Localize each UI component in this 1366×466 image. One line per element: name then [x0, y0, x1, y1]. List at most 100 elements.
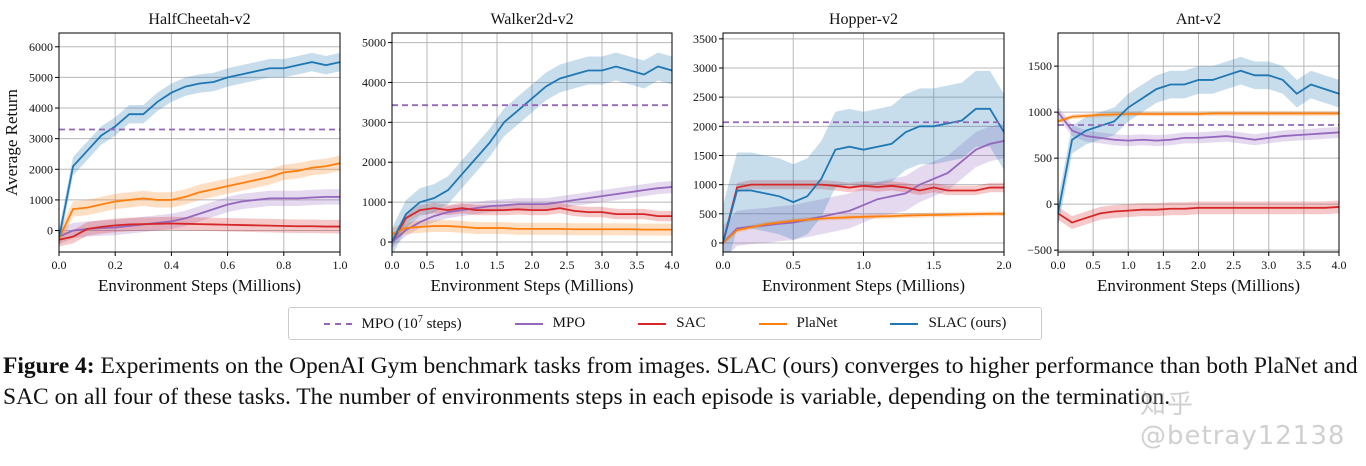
y-tick-label: 3500: [693, 32, 717, 46]
y-tick-label: 1500: [693, 148, 717, 162]
x-tick-label: 0.0: [1051, 258, 1066, 272]
y-tick-label: 3000: [362, 115, 386, 129]
subplot-ant-v2: 0.0 0.5 1.0 1.5 2.0 2.5 3.0 3.5 4.0 −500 0 500 1000 1…: [1027, 11, 1346, 295]
axes-frame: [1057, 32, 1340, 253]
y-tick-label: 1000: [693, 178, 717, 192]
legend-swatch: [758, 322, 787, 325]
y-tick-label: 0: [380, 235, 386, 249]
x-tick-label: 1.0: [455, 258, 470, 272]
subplot-halfcheetah-v2: 0.0 0.2 0.4 0.6 0.8 1.0 0 1000 2000 3000 4000 5000 6…: [2, 11, 348, 295]
band-slac: [1058, 56, 1339, 228]
y-tick-label: 5000: [362, 36, 386, 50]
x-tick-label: 1.5: [490, 258, 505, 272]
series-line-mpo: [1058, 111, 1339, 142]
x-axis-label: Environment Steps (Millions): [430, 276, 633, 295]
legend-label: PlaNet: [796, 315, 838, 331]
y-tick-label: 2000: [693, 119, 717, 133]
x-tick-label: 2.0: [1191, 258, 1206, 272]
axes-frame: [722, 32, 1005, 253]
band-sac: [392, 202, 672, 248]
subplot-title: Hopper-v2: [829, 11, 898, 28]
series-line-sac: [392, 207, 672, 243]
x-tick-label: 3.0: [1261, 258, 1276, 272]
watermark: 知乎 @betray12138: [1140, 390, 1346, 451]
subplot-walker2d-v2: 0.0 0.5 1.0 1.5 2.0 2.5 3.0 3.5 4.0 0 1000 2000 3000…: [362, 11, 680, 295]
plot-area: [392, 52, 672, 252]
band-slac: [59, 52, 340, 248]
x-axis-label: Environment Steps (Millions): [1097, 276, 1300, 295]
x-tick-label: 1.0: [856, 258, 871, 272]
x-tick-label: 0.0: [52, 258, 67, 272]
legend-swatch: [514, 322, 543, 325]
series-line-mpo: [723, 140, 1004, 244]
y-axis-label: Average Return: [2, 89, 21, 196]
x-tick-label: 2.5: [560, 258, 575, 272]
legend-item-sac: SAC: [638, 315, 705, 332]
legend-label: SAC: [676, 315, 706, 331]
axes-frame: [58, 32, 341, 253]
x-tick-label: 0.0: [385, 258, 400, 272]
x-tick-label: 1.5: [1156, 258, 1171, 272]
y-tick-label: 500: [699, 207, 717, 221]
caption-label: Figure 4:: [3, 353, 95, 379]
subplot-hopper-v2: 0.0 0.5 1.0 1.5 2.0 0 500 1000 1500 2000 2500 3000 3…: [693, 11, 1012, 295]
x-axis-label: Environment Steps (Millions): [98, 276, 301, 295]
legend-item-mpo-1e7: MPO (107 steps): [323, 314, 462, 333]
legend-item-slac: SLAC (ours): [890, 315, 1006, 332]
x-tick-label: 1.0: [333, 258, 348, 272]
band-sac: [723, 179, 1004, 248]
series-line-planet: [1058, 112, 1339, 123]
band-mpo: [392, 180, 672, 249]
subplot-title: Walker2d-v2: [490, 11, 573, 28]
band-planet: [392, 220, 672, 241]
y-tick-label: 0: [1046, 197, 1052, 211]
plot-area: [1058, 56, 1339, 229]
x-tick-label: 2.0: [525, 258, 540, 272]
series-line-sac: [1058, 206, 1339, 224]
band-slac: [723, 70, 1004, 252]
series-line-sac: [723, 183, 1004, 244]
x-tick-label: 1.5: [926, 258, 941, 272]
legend-item-planet: PlaNet: [758, 315, 838, 332]
x-tick-label: 4.0: [665, 258, 680, 272]
legend-item-mpo: MPO: [514, 315, 586, 332]
x-tick-label: 0.8: [276, 258, 291, 272]
band-mpo: [1058, 106, 1339, 147]
figure-caption: Figure 4: Experiments on the OpenAI Gym …: [3, 351, 1363, 413]
y-tick-label: 2000: [29, 162, 53, 176]
legend-swatch: [323, 322, 352, 325]
series-line-mpo: [392, 186, 672, 243]
y-tick-label: 4000: [29, 101, 53, 115]
series-line-sac: [59, 222, 340, 241]
x-tick-label: 0.5: [786, 258, 801, 272]
x-tick-label: 0.2: [108, 258, 123, 272]
x-axis-label: Environment Steps (Millions): [762, 276, 965, 295]
series-line-planet: [723, 212, 1004, 244]
series-line-slac: [59, 61, 340, 239]
band-sac: [59, 216, 340, 247]
x-tick-label: 2.5: [1226, 258, 1241, 272]
legend-label: SLAC (ours): [928, 315, 1007, 331]
y-tick-label: 5000: [29, 70, 53, 84]
axes-frame: [391, 32, 673, 253]
band-mpo: [59, 189, 340, 245]
legend-swatch: [638, 322, 667, 325]
x-tick-label: 0.5: [420, 258, 435, 272]
series-line-slac: [1058, 69, 1339, 214]
series-line-mpo: [59, 195, 340, 238]
y-tick-label: 0: [47, 224, 53, 238]
x-tick-label: 3.5: [1296, 258, 1311, 272]
x-tick-label: 4.0: [1332, 258, 1347, 272]
legend-label: MPO: [552, 315, 586, 331]
plot-area: [723, 70, 1004, 252]
series-line-planet: [59, 162, 340, 239]
figure-charts: 0.0 0.2 0.4 0.6 0.8 1.00100020003000400050006…: [2, 11, 1347, 295]
band-slac: [392, 52, 672, 252]
y-tick-label: 6000: [29, 40, 53, 54]
x-tick-label: 1.0: [1121, 258, 1136, 272]
x-tick-label: 0.0: [716, 258, 731, 272]
y-tick-label: 1500: [1028, 59, 1052, 73]
y-tick-label: 2000: [362, 155, 386, 169]
y-tick-label: 3000: [693, 61, 717, 75]
x-tick-label: 0.4: [164, 258, 179, 272]
